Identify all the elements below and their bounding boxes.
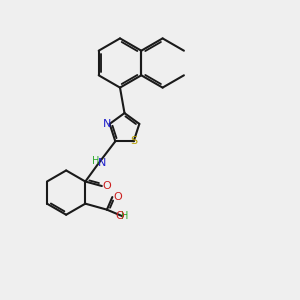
Text: O: O: [113, 192, 122, 202]
Text: N: N: [98, 158, 106, 168]
Text: O: O: [102, 181, 111, 191]
Text: S: S: [130, 136, 137, 146]
Text: N: N: [103, 119, 112, 129]
Text: O: O: [115, 211, 124, 221]
Text: H: H: [121, 211, 128, 221]
Text: H: H: [92, 156, 100, 167]
